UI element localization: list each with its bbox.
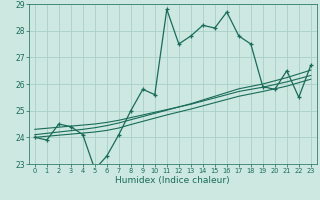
X-axis label: Humidex (Indice chaleur): Humidex (Indice chaleur): [116, 176, 230, 185]
